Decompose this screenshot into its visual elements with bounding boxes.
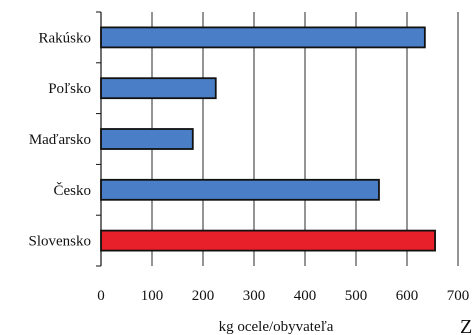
category-label-4: Slovensko <box>28 234 91 250</box>
bar-4 <box>100 229 436 252</box>
x-axis-title: kg ocele/obyvateľa <box>219 319 334 335</box>
x-tick-label-600: 600 <box>396 288 419 304</box>
bars <box>100 26 436 252</box>
x-tick-label-700: 700 <box>447 288 470 304</box>
bar-2 <box>100 128 194 150</box>
bar-3 <box>100 178 380 201</box>
bar-1 <box>100 77 217 100</box>
x-tick-label-200: 200 <box>192 288 215 304</box>
x-tick-label-0: 0 <box>97 288 105 304</box>
tick-labels: 0 100 200 300 400 500 600 700 <box>97 288 469 304</box>
x-tick-label-500: 500 <box>345 288 368 304</box>
category-label-0: Rakúsko <box>39 30 92 46</box>
corner-text: Z <box>460 316 472 335</box>
bar-0 <box>100 26 426 49</box>
category-label-1: Poľsko <box>48 81 91 97</box>
x-tick-label-100: 100 <box>141 288 164 304</box>
category-labels: Rakúsko Poľsko Maďarsko Česko Slovensko <box>28 30 91 249</box>
category-label-2: Maďarsko <box>29 132 91 148</box>
x-tick-label-300: 300 <box>243 288 266 304</box>
axes <box>96 11 102 267</box>
category-label-3: Česko <box>54 182 92 199</box>
x-tick-label-400: 400 <box>294 288 317 304</box>
gridlines <box>151 12 459 266</box>
